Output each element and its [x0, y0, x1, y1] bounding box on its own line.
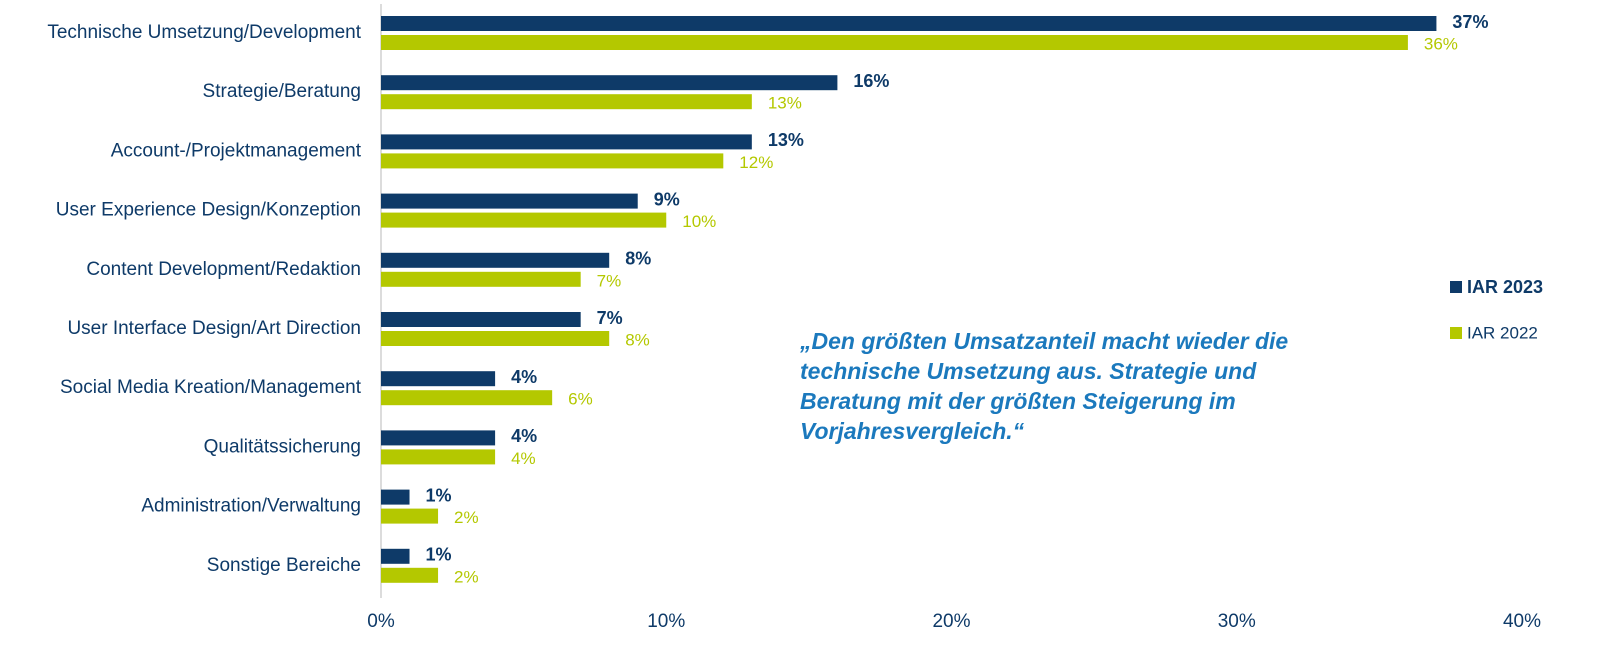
value-label: 37%	[1452, 12, 1488, 32]
category-label: Social Media Kreation/Management	[60, 377, 362, 398]
value-label: 1%	[426, 545, 452, 565]
bar	[381, 94, 752, 110]
value-label: 13%	[768, 94, 802, 113]
bar	[381, 252, 610, 268]
category-label: User Experience Design/Konzeption	[56, 200, 361, 221]
bar	[381, 390, 553, 406]
bar	[381, 567, 439, 583]
x-tick-label: 20%	[932, 611, 970, 632]
annotation: „Den größten Umsatzanteil macht wieder d…	[800, 328, 1289, 444]
legend-label: IAR 2022	[1467, 323, 1538, 342]
x-tick-label: 40%	[1503, 611, 1541, 632]
bar	[381, 212, 667, 228]
value-label: 9%	[654, 189, 680, 209]
x-tick-label: 10%	[647, 611, 685, 632]
bar	[381, 489, 410, 505]
value-label: 2%	[454, 567, 479, 586]
value-label: 4%	[511, 426, 537, 446]
bar	[381, 548, 410, 564]
value-label: 1%	[426, 485, 452, 505]
value-label: 13%	[768, 130, 804, 150]
bar	[381, 35, 1408, 50]
bar	[381, 75, 838, 91]
bar	[381, 153, 724, 169]
category-label: User Interface Design/Art Direction	[67, 318, 361, 339]
value-label: 8%	[625, 330, 650, 349]
x-tick-label: 0%	[367, 611, 395, 632]
bar	[381, 134, 752, 150]
bar	[381, 371, 496, 387]
bar	[381, 16, 1437, 31]
category-label: Content Development/Redaktion	[86, 259, 361, 280]
category-label: Qualitätssicherung	[204, 436, 361, 457]
value-label: 7%	[597, 271, 622, 290]
bar	[381, 508, 439, 524]
bar	[381, 449, 496, 465]
value-label: 16%	[853, 71, 889, 91]
bar	[381, 312, 581, 327]
x-tick-label: 30%	[1218, 611, 1256, 632]
value-label: 12%	[739, 153, 773, 172]
value-label: 4%	[511, 367, 537, 387]
legend-swatch	[1450, 327, 1462, 339]
value-label: 10%	[682, 212, 716, 231]
category-label: Technische Umsetzung/Development	[47, 22, 361, 43]
value-label: 7%	[597, 308, 623, 328]
legend-swatch	[1450, 281, 1462, 293]
category-label: Administration/Verwaltung	[141, 496, 361, 517]
value-label: 36%	[1424, 34, 1458, 53]
legend-label: IAR 2023	[1467, 277, 1543, 297]
bar	[381, 271, 581, 287]
value-label: 6%	[568, 390, 593, 409]
category-label: Account-/Projektmanagement	[111, 140, 362, 161]
category-label: Sonstige Bereiche	[207, 555, 361, 576]
value-label: 8%	[625, 249, 651, 269]
value-label: 4%	[511, 449, 536, 468]
bar	[381, 193, 638, 209]
bar	[381, 430, 496, 446]
value-label: 2%	[454, 508, 479, 527]
bar	[381, 331, 610, 346]
category-label: Strategie/Beratung	[203, 81, 361, 102]
